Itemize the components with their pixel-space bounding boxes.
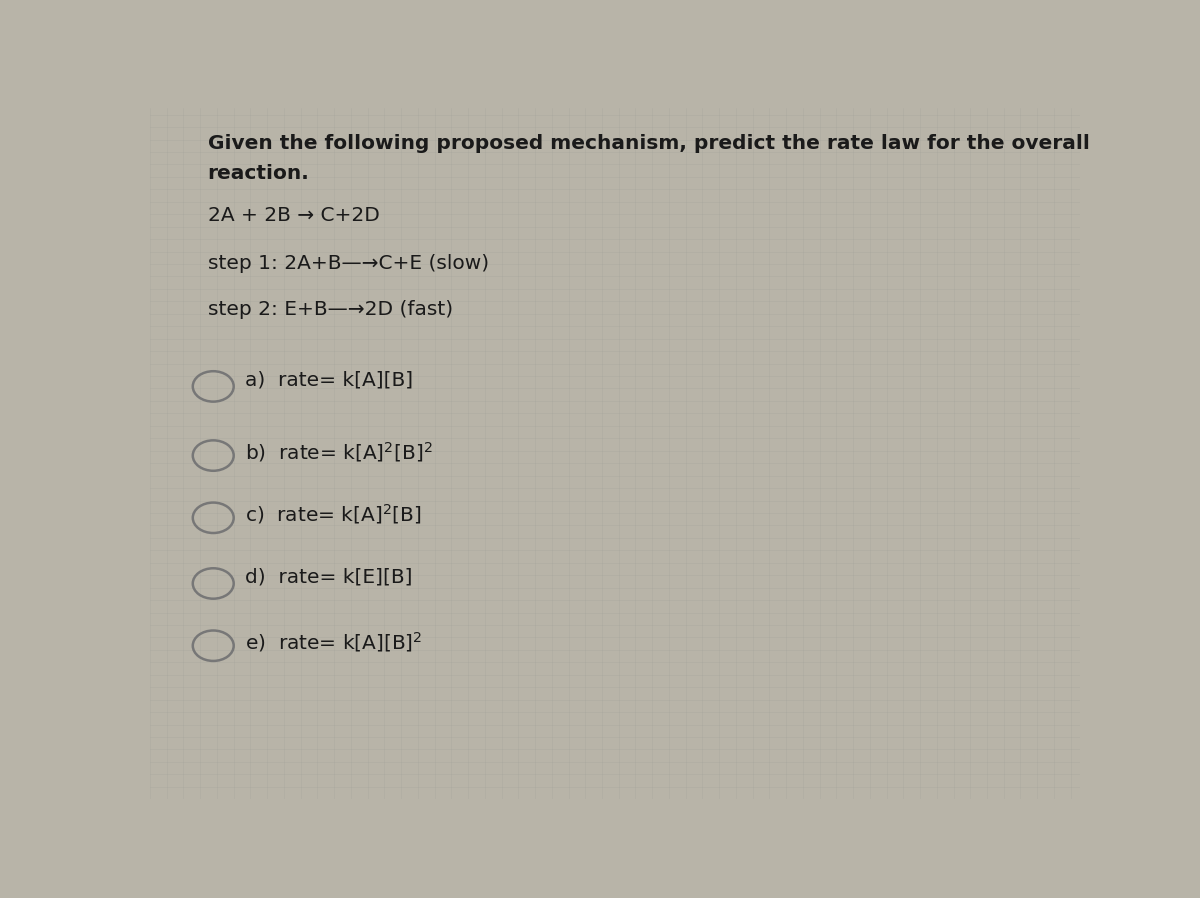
Text: b)  rate= k[A]$^2$[B]$^2$: b) rate= k[A]$^2$[B]$^2$ [245,440,432,463]
Text: e)  rate= k[A][B]$^2$: e) rate= k[A][B]$^2$ [245,629,422,654]
Text: step 2: E+B—→2D (fast): step 2: E+B—→2D (fast) [208,300,452,319]
Text: reaction.: reaction. [208,164,310,183]
Text: 2A + 2B → C+2D: 2A + 2B → C+2D [208,206,379,224]
Text: a)  rate= k[A][B]: a) rate= k[A][B] [245,371,413,390]
Text: Given the following proposed mechanism, predict the rate law for the overall: Given the following proposed mechanism, … [208,134,1090,153]
Text: d)  rate= k[E][B]: d) rate= k[E][B] [245,568,413,586]
Text: step 1: 2A+B—→C+E (slow): step 1: 2A+B—→C+E (slow) [208,254,488,273]
Text: c)  rate= k[A]$^2$[B]: c) rate= k[A]$^2$[B] [245,502,421,526]
